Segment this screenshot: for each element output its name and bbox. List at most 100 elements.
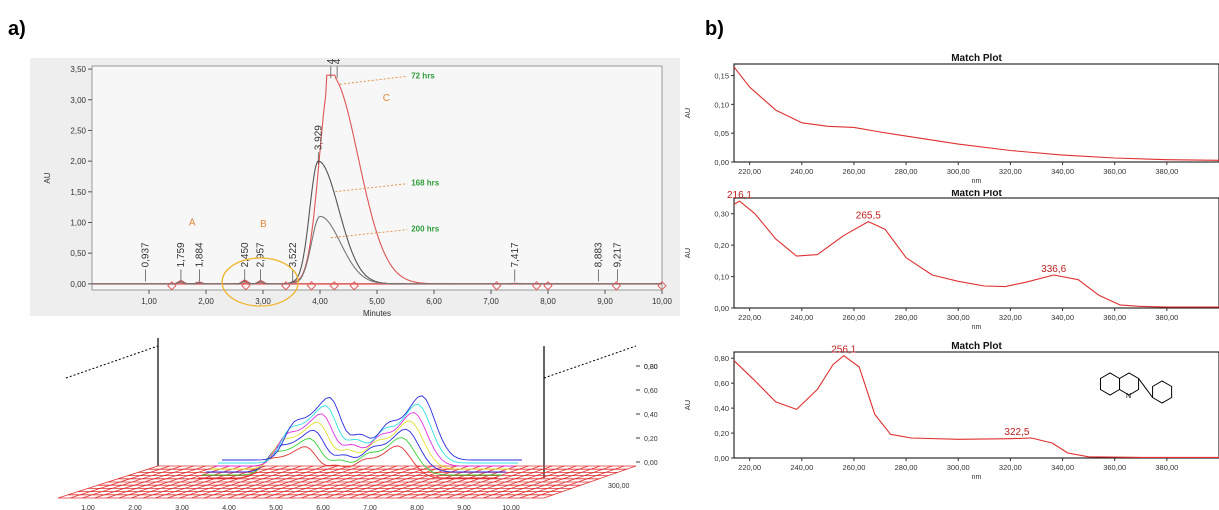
- y-tick-label: 0,15: [714, 72, 729, 81]
- baseline-marker: [329, 281, 339, 291]
- x-tick-label: 320,00: [999, 463, 1022, 472]
- peak-label: 9,217: [612, 242, 623, 267]
- y-tick-label: 0,20: [714, 241, 729, 250]
- x-tick-label: 7,00: [363, 505, 377, 510]
- x-tick-label: 300,00: [947, 463, 970, 472]
- y-tick-label: 0,50: [70, 249, 86, 258]
- x-tick-label: 8,00: [540, 297, 556, 306]
- peak-annotation: 265,5: [856, 211, 881, 222]
- y-axis-label: AU: [43, 172, 52, 183]
- y-tick-label: 1,50: [70, 188, 86, 197]
- z-tick-label: 0,80: [644, 364, 658, 371]
- surface-3d-chart: 1,00 2,00 3,00 4,00 5,00 6,00 7,00 8,00 9,00 10,0…: [58, 338, 658, 510]
- panel-label-a: a): [8, 18, 26, 40]
- molecule-ring: [1152, 380, 1173, 404]
- series-label: 168 hrs: [411, 179, 440, 188]
- baseline-marker: [492, 281, 502, 291]
- chart-title: Match Plot: [951, 341, 1002, 352]
- x-tick-label: 5,00: [269, 505, 283, 510]
- x-tick-label: 260,00: [842, 167, 865, 176]
- series-label-leader: [339, 75, 408, 85]
- series-label-leader: [330, 229, 408, 239]
- y-tick-label: 1,00: [70, 218, 86, 227]
- x-tick-label: 260,00: [842, 313, 865, 322]
- x-tick-label: 240,00: [790, 167, 813, 176]
- y-tick-label: 0,00: [70, 280, 86, 289]
- peak-label: 4,300: [332, 58, 343, 64]
- region-label-B: B: [260, 219, 267, 230]
- y-tick-label: 0,60: [714, 379, 729, 388]
- surface-trace: [218, 403, 518, 464]
- baseline-marker: [349, 281, 359, 291]
- plot-area: [733, 63, 1219, 163]
- molecule-ring: [1119, 372, 1140, 396]
- molecule-bond: [1138, 378, 1153, 398]
- surface-trace: [202, 437, 502, 476]
- x-tick-label: 360,00: [1103, 313, 1126, 322]
- surface-trace: [206, 428, 506, 473]
- y-tick-label: 0,80: [714, 354, 729, 363]
- x-tick-label: 380,00: [1155, 313, 1178, 322]
- baseline-marker: [657, 281, 667, 291]
- y-tick-label: 0,00: [714, 158, 729, 167]
- x-tick-label: 320,00: [999, 167, 1022, 176]
- peak-annotation: 322,5: [1004, 427, 1029, 438]
- baseline-marker: [241, 281, 251, 291]
- z-tick-label: 0,00: [644, 460, 658, 467]
- x-tick-label: 7,00: [483, 297, 499, 306]
- x-tick-label: 300,00: [947, 313, 970, 322]
- series-label: 72 hrs: [411, 71, 435, 80]
- x-tick-label: 10,00: [502, 505, 520, 510]
- y-tick-label: 2,00: [70, 157, 86, 166]
- peak-label: 0,937: [140, 242, 151, 267]
- x-tick-label: 4,00: [222, 505, 236, 510]
- spectrum-line: [733, 355, 1219, 458]
- x-tick-label: 340,00: [1051, 167, 1074, 176]
- peak-label: 1,759: [176, 242, 187, 267]
- y-tick-label: 0,00: [714, 454, 729, 463]
- peak-label: 3,929: [313, 125, 324, 150]
- x-tick-label: 240,00: [790, 463, 813, 472]
- y-tick-label: 0,05: [714, 129, 729, 138]
- region-label-C: C: [383, 93, 390, 104]
- peak-label: 7,417: [510, 242, 521, 267]
- x-tick-label: 300,00: [947, 167, 970, 176]
- y-axis-label: AU: [683, 108, 692, 118]
- y-tick-label: 0,00: [714, 304, 729, 313]
- x-tick-label: 3,00: [255, 297, 271, 306]
- x-tick-label: 1,00: [81, 505, 95, 510]
- x-tick-label: 220,00: [738, 313, 761, 322]
- molecule-structure: [1099, 372, 1173, 404]
- y-tick-label: 0,10: [714, 100, 729, 109]
- peak-annotation: 256,1: [831, 345, 856, 356]
- spectrum-line: [733, 66, 1219, 161]
- x-tick-label: 3,00: [175, 505, 189, 510]
- x-tick-label: 260,00: [842, 463, 865, 472]
- surface-trace: [198, 445, 498, 479]
- y-tick-label: 3,00: [70, 96, 86, 105]
- y-tick-label: 0,40: [714, 404, 729, 413]
- x-tick-label: 1,00: [141, 297, 157, 306]
- spectrum-2-chart: Match Plot 0,00 0,10 0,20 0,30 220,00 240,00 26…: [683, 190, 1219, 331]
- z-tick-label: 0,40: [644, 412, 658, 419]
- baseline-marker: [611, 281, 622, 291]
- x-tick-label: 360,00: [1103, 167, 1126, 176]
- region-label-A: A: [189, 218, 196, 229]
- x-tick-label: 220,00: [738, 167, 761, 176]
- spectrum-3-chart: Match Plot 0,00 0,20 0,40 0,60 0,80 220,00 240,…: [683, 341, 1219, 481]
- wall-left-top: [65, 345, 159, 379]
- peak-annotation: 336,6: [1041, 264, 1066, 275]
- plot-area: [733, 351, 1219, 459]
- y-tick-label: 0,30: [714, 210, 729, 219]
- peak-label: 2,450: [240, 242, 251, 267]
- x-tick-label: 240,00: [790, 313, 813, 322]
- z-tick-label: 0,20: [644, 436, 658, 443]
- x-tick-label: 10,00: [652, 297, 673, 306]
- peak-label: 4,190: [326, 58, 337, 64]
- z-tick-label: 0,60: [644, 388, 658, 395]
- x-tick-label: 380,00: [1155, 167, 1178, 176]
- chart-title: Match Plot: [951, 190, 1002, 199]
- spectrum-line: [733, 200, 1219, 308]
- y-axis-label: AU: [683, 400, 692, 410]
- x-tick-label: 6,00: [426, 297, 442, 306]
